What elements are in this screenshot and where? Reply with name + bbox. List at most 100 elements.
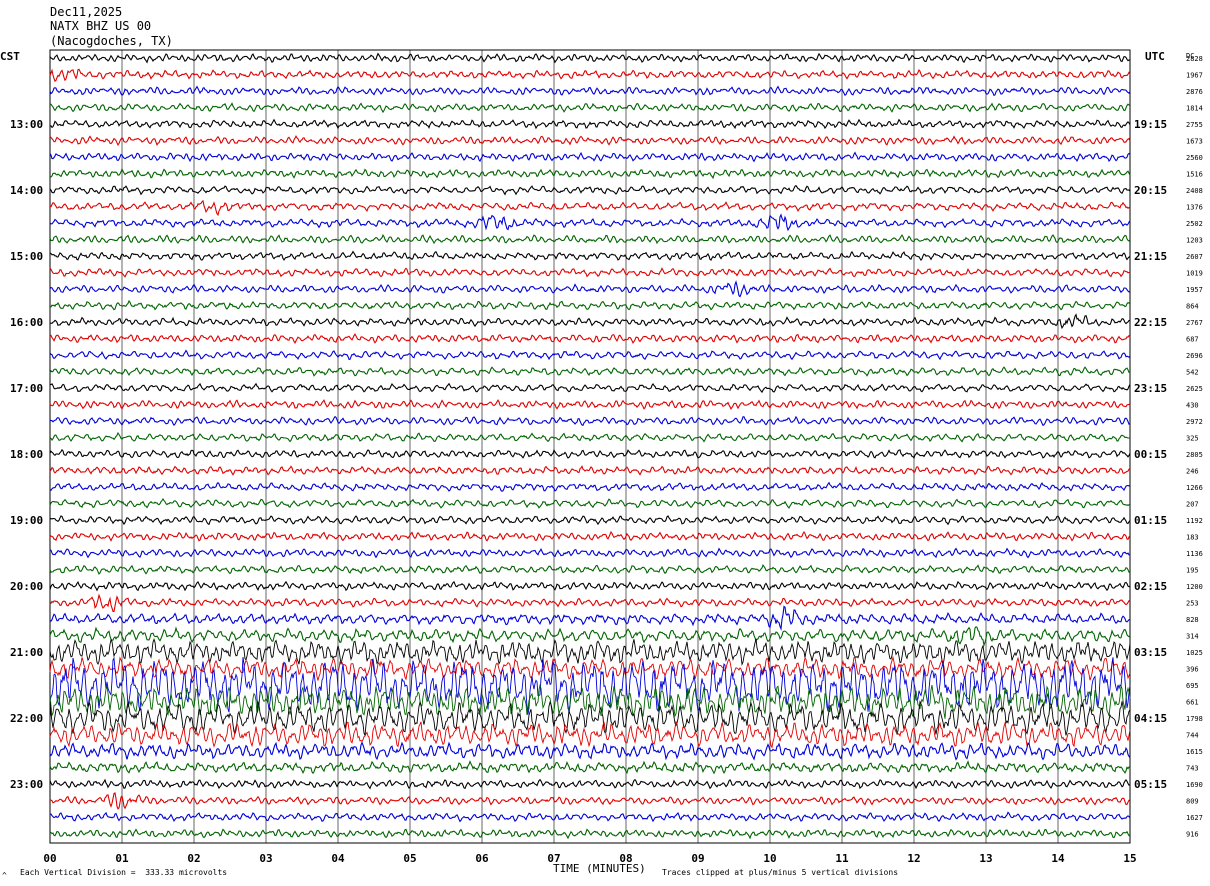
trace-line: [49, 741, 1131, 761]
trace-line: [49, 52, 1131, 64]
chart-station: NATX BHZ US 00: [50, 19, 152, 33]
right-hour-label: 22:15: [1134, 316, 1167, 329]
x-tick-label: 07: [547, 852, 560, 865]
dc-offset-label: 2502: [1186, 220, 1203, 228]
dc-offset-label: 1025: [1186, 649, 1203, 657]
trace-line: [49, 481, 1131, 492]
trace-line: [49, 234, 1131, 245]
x-tick-label: 08: [619, 852, 632, 865]
trace-line: [49, 497, 1131, 509]
dc-offset-label: 2408: [1186, 187, 1203, 195]
trace-line: [49, 778, 1131, 790]
left-hour-label: 21:00: [10, 646, 43, 659]
trace-line: [49, 811, 1131, 823]
trace-line: [49, 399, 1131, 410]
right-hour-label: 19:15: [1134, 118, 1167, 131]
trace-line: [49, 135, 1131, 147]
dc-offset-label: 695: [1186, 682, 1199, 690]
dc-offset-label: 183: [1186, 534, 1199, 542]
trace-line: [49, 250, 1131, 262]
right-hour-label: 21:15: [1134, 250, 1167, 263]
trace-line: [49, 515, 1131, 526]
trace-line: [49, 683, 1131, 719]
dc-offset-label: 542: [1186, 369, 1199, 377]
dc-offset-label: 1376: [1186, 204, 1203, 212]
trace-line: [49, 593, 1131, 612]
dc-offset-label: 916: [1186, 831, 1199, 839]
dc-offset-label: 1967: [1186, 72, 1203, 80]
x-axis-title: TIME (MINUTES): [553, 862, 646, 875]
corner-mark: ^: [2, 871, 7, 880]
dc-offset-label: 207: [1186, 501, 1199, 509]
dc-offset-label: 1200: [1186, 583, 1203, 591]
x-tick-label: 06: [475, 852, 489, 865]
left-hour-label: 15:00: [10, 250, 43, 263]
dc-offset-label: 253: [1186, 600, 1199, 608]
trace-line: [49, 184, 1131, 196]
dc-offset-label: 195: [1186, 567, 1199, 575]
chart-frame: [49, 49, 1131, 844]
trace-line: [49, 638, 1131, 666]
dc-offset-label: 1019: [1186, 270, 1203, 278]
dc-offset-label: 1957: [1186, 286, 1203, 294]
x-tick-label: 01: [115, 852, 129, 865]
trace-line: [49, 68, 1131, 83]
trace-line: [49, 465, 1131, 476]
dc-offset-label: 1266: [1186, 484, 1203, 492]
dc-offset-label: 744: [1186, 732, 1199, 740]
trace-line: [49, 415, 1131, 427]
clip-note: Traces clipped at plus/minus 5 vertical …: [662, 868, 899, 877]
x-tick-label: 00: [43, 852, 56, 865]
trace-line: [49, 563, 1131, 575]
left-hour-label: 14:00: [10, 184, 43, 197]
dc-offset-label: 1203: [1186, 237, 1203, 245]
dc-offset-label: 1798: [1186, 715, 1203, 723]
dc-offset-label: 828: [1186, 616, 1199, 624]
scale-note: Each Vertical Division = 333.33 microvol…: [20, 868, 228, 877]
dc-offset-label: 1192: [1186, 517, 1203, 525]
left-hour-label: 17:00: [10, 382, 43, 395]
dc-offset-label: 2607: [1186, 253, 1203, 261]
dc-offset-label: 1627: [1186, 814, 1203, 822]
trace-line: [49, 168, 1131, 180]
trace-line: [49, 760, 1131, 775]
dc-offset-label: 1673: [1186, 138, 1203, 146]
trace-line: [49, 349, 1131, 361]
trace-line: [49, 118, 1131, 130]
left-hour-label: 18:00: [10, 448, 43, 461]
dc-offset-label: 2828: [1186, 55, 1203, 63]
dc-offset-label: 246: [1186, 468, 1199, 476]
trace-line: [49, 828, 1131, 840]
trace-line: [49, 530, 1131, 542]
trace-line: [49, 299, 1131, 311]
trace-line: [50, 382, 1131, 394]
dc-offset-label: 864: [1186, 303, 1199, 311]
right-hour-label: 00:15: [1134, 448, 1167, 461]
dc-offset-label: 2876: [1186, 88, 1203, 96]
left-hour-label: 22:00: [10, 712, 43, 725]
left-hour-label: 23:00: [10, 778, 43, 791]
trace-line: [49, 85, 1131, 97]
minute-gridlines: [49, 49, 1131, 844]
dc-offset-label: 2625: [1186, 385, 1203, 393]
trace-line: [49, 792, 1131, 810]
x-tick-label: 13: [979, 852, 992, 865]
chart-date: Dec11,2025: [50, 5, 123, 19]
trace-line: [49, 366, 1130, 377]
trace-line: [49, 547, 1130, 559]
dc-offset-label: 809: [1186, 798, 1199, 806]
x-tick-label: 02: [187, 852, 200, 865]
x-tick-label: 05: [403, 852, 416, 865]
x-tick-label: 03: [259, 852, 272, 865]
dc-offset-label: 2805: [1186, 451, 1203, 459]
right-hour-labels: 19:15 20:15 21:15 22:15 23:15 00:15 01:15 02:15…: [1134, 118, 1167, 791]
chart-location: (Nacogdoches, TX): [50, 34, 173, 48]
right-hour-label: 04:15: [1134, 712, 1167, 725]
left-hour-labels: 13:00 14:00 15:00 16:00 17:00 18:00 19:00 20:00…: [10, 118, 43, 791]
dc-offset-label: 1690: [1186, 781, 1203, 789]
right-hour-label: 05:15: [1134, 778, 1167, 791]
dc-offset-label: 396: [1186, 666, 1199, 674]
trace-line: [49, 626, 1131, 648]
x-tick-label: 10: [763, 852, 776, 865]
